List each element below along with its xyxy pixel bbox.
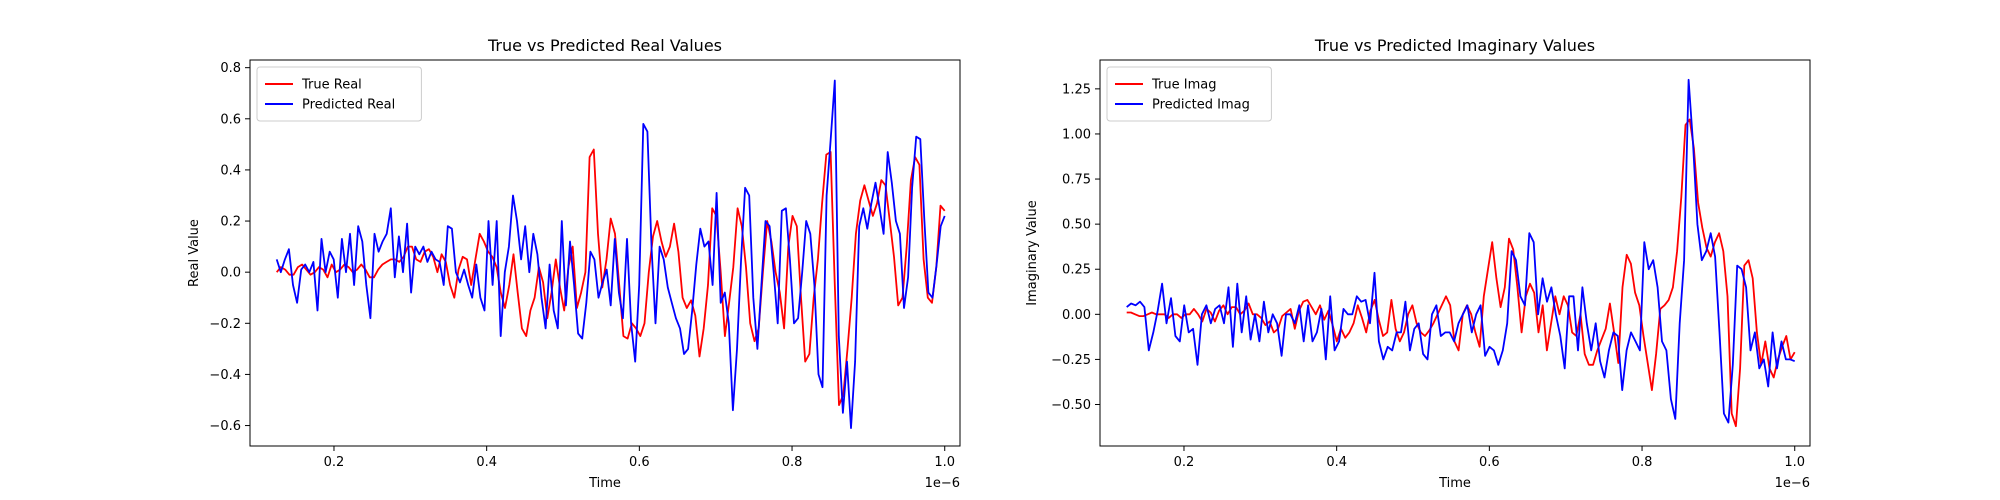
x-offset-label: 1e−6 xyxy=(925,476,960,491)
x-tick-label: 0.6 xyxy=(1479,455,1500,470)
chart-title: True vs Predicted Imaginary Values xyxy=(1314,36,1595,55)
series-line-0 xyxy=(1126,118,1796,428)
y-tick-label: −0.2 xyxy=(209,317,241,332)
y-axis-label: Real Value xyxy=(187,219,202,287)
series-line-1 xyxy=(1126,78,1796,424)
y-tick-label: 1.00 xyxy=(1062,127,1091,142)
series-line-1 xyxy=(275,79,946,430)
y-tick-label: −0.25 xyxy=(1051,353,1091,368)
legend-entry-label: Predicted Real xyxy=(302,98,395,113)
series-line-0 xyxy=(276,148,946,407)
x-tick-label: 0.8 xyxy=(1632,455,1653,470)
y-tick-label: 0.2 xyxy=(220,215,241,230)
y-tick-label: −0.6 xyxy=(209,419,241,434)
x-axis-ticks: 0.2 0.4 0.6 0.8 1.0 xyxy=(324,446,955,470)
x-axis-label: Time xyxy=(588,476,621,491)
y-tick-label: 0.00 xyxy=(1062,308,1091,323)
series-lines xyxy=(1126,78,1796,428)
x-tick-label: 0.8 xyxy=(782,455,803,470)
x-offset-label: 1e−6 xyxy=(1775,476,1810,491)
y-tick-label: 0.8 xyxy=(220,61,241,76)
legend-box xyxy=(1106,66,1272,122)
x-tick-label: 0.4 xyxy=(476,455,497,470)
legend-box xyxy=(256,66,422,122)
plot-frame xyxy=(249,59,961,447)
y-tick-label: 0.4 xyxy=(220,163,241,178)
x-tick-label: 1.0 xyxy=(1784,455,1805,470)
x-tick-label: 0.2 xyxy=(324,455,345,470)
x-axis-ticks: 0.2 0.4 0.6 0.8 1.0 xyxy=(1174,446,1805,470)
y-axis-ticks: −0.50 −0.25 0.00 0.25 0.50 0.75 1.00 1.25 xyxy=(1051,82,1100,413)
y-tick-label: −0.4 xyxy=(209,368,241,383)
legend-entry-label: True Real xyxy=(301,78,362,93)
y-tick-label: 0.0 xyxy=(220,266,241,281)
y-axis-ticks: −0.6 −0.4 −0.2 0.0 0.2 0.4 0.6 0.8 xyxy=(209,61,250,434)
legend: True Real Predicted Real xyxy=(256,66,422,122)
imaginary-values-plot: True vs Predicted Imaginary Values Time … xyxy=(1025,36,1811,491)
x-tick-label: 1.0 xyxy=(934,455,955,470)
x-axis-label: Time xyxy=(1438,476,1471,491)
plot-frame xyxy=(1099,59,1811,447)
series-lines xyxy=(275,79,946,430)
x-tick-label: 0.4 xyxy=(1326,455,1347,470)
y-tick-label: 0.25 xyxy=(1062,263,1091,278)
y-axis-label: Imaginary Value xyxy=(1025,200,1040,305)
x-tick-label: 0.2 xyxy=(1174,455,1195,470)
chart-title: True vs Predicted Real Values xyxy=(487,36,722,55)
y-tick-label: 0.75 xyxy=(1062,173,1091,188)
y-tick-label: −0.50 xyxy=(1051,398,1091,413)
x-tick-label: 0.6 xyxy=(629,455,650,470)
y-tick-label: 0.50 xyxy=(1062,218,1091,233)
y-tick-label: 0.6 xyxy=(220,112,241,127)
legend: True Imag Predicted Imag xyxy=(1106,66,1272,122)
y-tick-label: 1.25 xyxy=(1062,82,1091,97)
legend-entry-label: Predicted Imag xyxy=(1152,98,1250,113)
legend-entry-label: True Imag xyxy=(1151,78,1216,93)
real-values-plot: True vs Predicted Real Values Time Real … xyxy=(187,36,961,491)
